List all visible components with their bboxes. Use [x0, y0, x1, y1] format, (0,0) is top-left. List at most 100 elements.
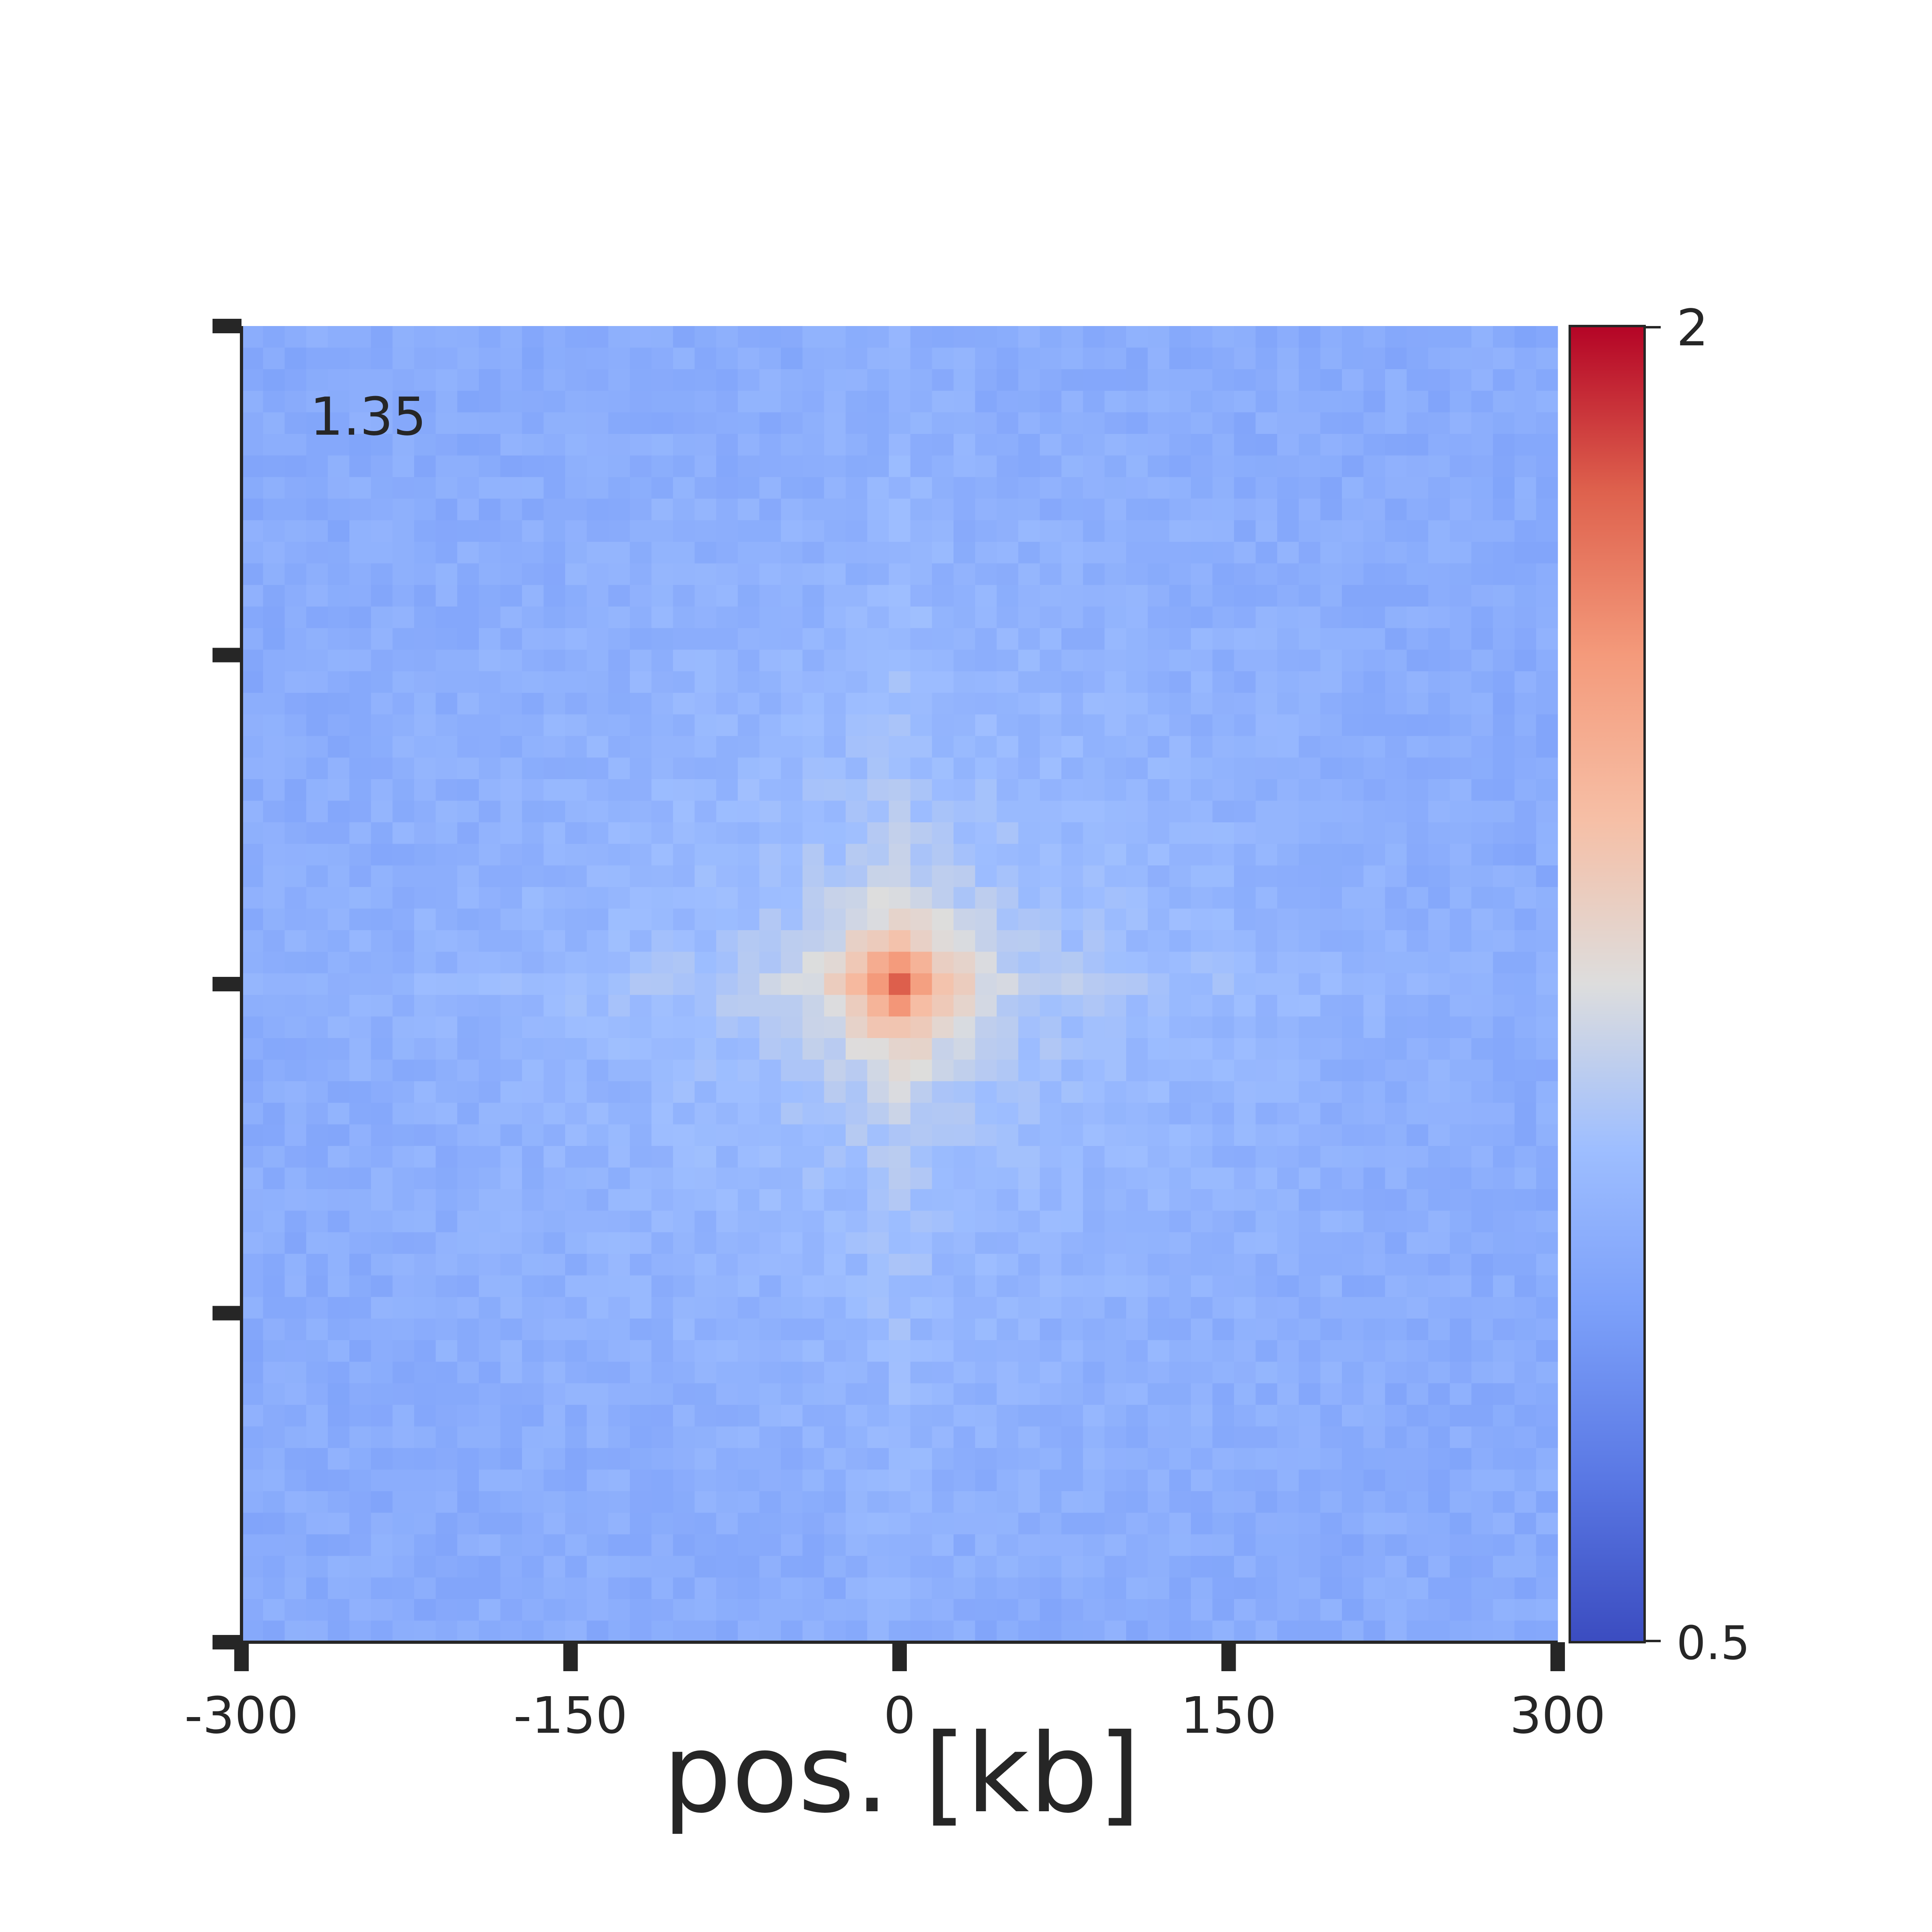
- heatmap-cell: [997, 1513, 1019, 1535]
- heatmap-cell: [1363, 1081, 1385, 1103]
- heatmap-cell: [1083, 1016, 1105, 1038]
- heatmap-cell: [349, 1448, 372, 1470]
- heatmap-cell: [673, 585, 695, 607]
- heatmap-cell: [759, 930, 781, 952]
- heatmap-cell: [1104, 434, 1127, 456]
- heatmap-cell: [845, 455, 868, 477]
- heatmap-cell: [1083, 347, 1105, 369]
- heatmap-cell: [285, 1426, 307, 1449]
- heatmap-cell: [1449, 455, 1472, 477]
- heatmap-cell: [954, 1102, 976, 1125]
- heatmap-cell: [889, 1275, 911, 1297]
- heatmap-cell: [565, 973, 587, 995]
- heatmap-cell: [306, 1405, 328, 1427]
- heatmap-cell: [997, 822, 1019, 844]
- heatmap-cell: [1104, 1038, 1127, 1060]
- heatmap-cell: [500, 455, 522, 477]
- heatmap-cell: [1104, 1318, 1127, 1341]
- heatmap-cell: [1471, 952, 1493, 974]
- heatmap-cell: [349, 1534, 372, 1556]
- heatmap-cell: [651, 498, 673, 521]
- heatmap-cell: [1493, 822, 1515, 844]
- heatmap-cell: [889, 628, 911, 650]
- heatmap-cell: [630, 1405, 652, 1427]
- heatmap-cell: [414, 1254, 436, 1276]
- heatmap-cell: [436, 995, 458, 1017]
- heatmap-cell: [479, 1189, 501, 1211]
- heatmap-cell: [242, 1599, 264, 1621]
- heatmap-cell: [759, 779, 781, 801]
- heatmap-cell: [845, 1556, 868, 1578]
- heatmap-cell: [306, 628, 328, 650]
- heatmap-cell: [457, 671, 479, 693]
- heatmap-cell: [371, 1210, 393, 1233]
- heatmap-cell: [436, 1599, 458, 1621]
- heatmap-cell: [673, 606, 695, 629]
- heatmap-cell: [1536, 995, 1558, 1017]
- heatmap-cell: [1126, 650, 1148, 672]
- heatmap-cell: [1040, 1620, 1062, 1643]
- heatmap-cell: [1255, 865, 1278, 888]
- heatmap-cell: [716, 1167, 738, 1189]
- heatmap-cell: [608, 1513, 630, 1535]
- heatmap-cell: [824, 973, 846, 995]
- heatmap-cell: [306, 1254, 328, 1276]
- heatmap-cell: [737, 1210, 760, 1233]
- heatmap-cell: [1234, 412, 1256, 434]
- heatmap-cell: [1148, 1275, 1170, 1297]
- heatmap-cell: [824, 1340, 846, 1362]
- heatmap-cell: [975, 714, 997, 737]
- heatmap-cell: [889, 1534, 911, 1556]
- heatmap-cell: [889, 1059, 911, 1082]
- heatmap-cell: [651, 1167, 673, 1189]
- heatmap-cell: [457, 995, 479, 1017]
- heatmap-cell: [414, 1081, 436, 1103]
- heatmap-cell: [1234, 1620, 1256, 1643]
- heatmap-cell: [1471, 1102, 1493, 1125]
- heatmap-cell: [1234, 1362, 1256, 1384]
- heatmap-cell: [889, 650, 911, 672]
- heatmap-cell: [651, 1383, 673, 1405]
- heatmap-cell: [1018, 369, 1040, 391]
- heatmap-cell: [1471, 1426, 1493, 1449]
- heatmap-cell: [1104, 1124, 1127, 1146]
- heatmap-cell: [242, 1232, 264, 1254]
- heatmap-cell: [867, 1362, 889, 1384]
- heatmap-cell: [1428, 1405, 1450, 1427]
- heatmap-cell: [457, 1318, 479, 1341]
- heatmap-cell: [1148, 844, 1170, 866]
- heatmap-cell: [737, 1167, 760, 1189]
- heatmap-cell: [1277, 585, 1299, 607]
- heatmap-cell: [1536, 822, 1558, 844]
- heatmap-cell: [889, 369, 911, 391]
- heatmap-cell: [1018, 1275, 1040, 1297]
- heatmap-cell: [349, 801, 372, 823]
- heatmap-cell: [1428, 779, 1450, 801]
- heatmap-cell: [910, 1448, 933, 1470]
- heatmap-cell: [1148, 650, 1170, 672]
- heatmap-cell: [500, 1340, 522, 1362]
- heatmap-cell: [824, 1362, 846, 1384]
- heatmap-cell: [1493, 1189, 1515, 1211]
- heatmap-cell: [608, 477, 630, 499]
- heatmap-cell: [997, 758, 1019, 780]
- heatmap-cell: [1536, 1362, 1558, 1384]
- heatmap-cell: [1234, 650, 1256, 672]
- heatmap-cell: [522, 1556, 544, 1578]
- heatmap-cell: [1342, 693, 1364, 715]
- heatmap-cell: [436, 1102, 458, 1125]
- heatmap-cell: [543, 1340, 566, 1362]
- heatmap-cell: [371, 542, 393, 564]
- heatmap-cell: [414, 1383, 436, 1405]
- heatmap-cell: [1169, 585, 1191, 607]
- heatmap-cell: [716, 1254, 738, 1276]
- heatmap-cell: [716, 1426, 738, 1449]
- heatmap-cell: [1018, 1297, 1040, 1319]
- heatmap-cell: [328, 326, 350, 348]
- heatmap-cell: [845, 1318, 868, 1341]
- heatmap-cell: [1363, 693, 1385, 715]
- heatmap-cell: [1040, 1232, 1062, 1254]
- heatmap-cell: [1148, 1513, 1170, 1535]
- heatmap-cell: [1234, 779, 1256, 801]
- heatmap-cell: [608, 455, 630, 477]
